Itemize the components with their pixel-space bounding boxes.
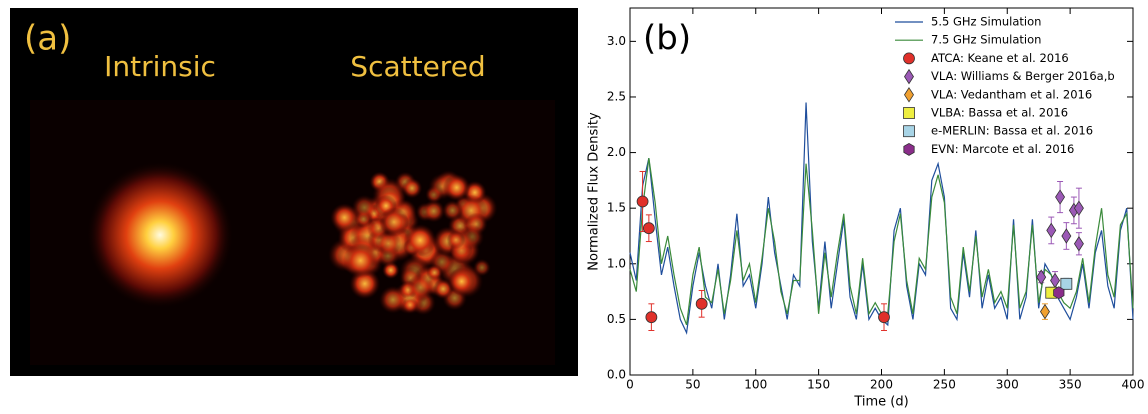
x-tick-label: 300: [996, 378, 1019, 392]
x-tick-label: 400: [1122, 378, 1145, 392]
y-tick-label: 1.5: [607, 201, 626, 215]
data-point: [1060, 277, 1073, 290]
speckle: [447, 267, 476, 296]
image-title: Intrinsic: [104, 50, 216, 83]
x-tick-label: 250: [933, 378, 956, 392]
scattered-source: [327, 170, 498, 316]
data-point: [645, 311, 658, 324]
data-point: [1055, 189, 1066, 205]
intrinsic-source: [85, 160, 235, 310]
speckle: [330, 203, 359, 232]
panel-b: 0 50 100 150 200 250 300 350 400 0.0 0.5 1.0 1.5 2.0 2…: [587, 7, 1145, 410]
speckle: [379, 207, 409, 237]
panel-a: (a) Intrinsic Scattered: [10, 8, 578, 376]
legend-marker: [903, 107, 915, 119]
speckle: [403, 223, 437, 257]
data-point: [1036, 269, 1047, 285]
x-axis-label: Time (d): [853, 395, 908, 410]
legend-marker: [903, 142, 915, 156]
speckle: [442, 199, 463, 221]
legend-label: VLBA: Bassa et al. 2016: [931, 106, 1068, 120]
legend-label: 5.5 GHz Simulation: [931, 15, 1041, 29]
data-point: [1053, 286, 1065, 300]
data-point: [695, 297, 708, 310]
y-tick-label: 1.0: [607, 256, 626, 270]
legend-label: VLA: Vedantham et al. 2016: [931, 87, 1092, 101]
x-tick-label: 150: [807, 378, 830, 392]
panel-label: (a): [24, 19, 71, 59]
legend-marker: [904, 68, 914, 85]
speckle: [422, 199, 446, 223]
y-tick-label: 0.0: [607, 368, 626, 382]
x-tick-label: 50: [685, 378, 700, 392]
x-tick-label: 100: [744, 378, 767, 392]
data-point: [1073, 200, 1084, 216]
x-tick-label: 350: [1059, 378, 1082, 392]
data-point: [1061, 228, 1072, 244]
image-title: Scattered: [350, 50, 485, 83]
x-tick-label: 0: [626, 378, 634, 392]
y-tick-label: 2.0: [607, 145, 626, 159]
speckle: [351, 194, 378, 221]
data-point: [1073, 236, 1084, 252]
legend-label: VLA: Williams & Berger 2016a,b: [931, 69, 1115, 83]
legend-label: ATCA: Keane et al. 2016: [931, 51, 1069, 65]
data-point: [636, 195, 649, 208]
speckle: [406, 273, 435, 302]
x-tick-label: 200: [870, 378, 893, 392]
data-point: [642, 222, 655, 235]
speckle: [446, 230, 466, 250]
y-tick-label: 2.5: [607, 89, 626, 103]
legend-marker: [903, 52, 915, 65]
data-point: [1046, 222, 1057, 239]
panel-label: (b): [643, 19, 691, 59]
legend-marker: [904, 87, 914, 103]
y-axis-label: Normalized Flux Density: [587, 112, 602, 271]
y-tick-label: 0.5: [607, 312, 626, 326]
data-point: [878, 311, 890, 324]
legend-label: 7.5 GHz Simulation: [931, 33, 1041, 47]
y-tick-label: 3.0: [607, 34, 626, 48]
speckle: [375, 230, 402, 257]
legend-marker: [903, 125, 915, 138]
speckle: [401, 177, 423, 199]
speckle: [442, 173, 471, 202]
legend-label: e-MERLIN: Bassa et al. 2016: [931, 124, 1093, 138]
legend-label: EVN: Marcote et al. 2016: [931, 142, 1074, 156]
data-point: [1039, 303, 1050, 320]
speckle: [342, 242, 379, 279]
